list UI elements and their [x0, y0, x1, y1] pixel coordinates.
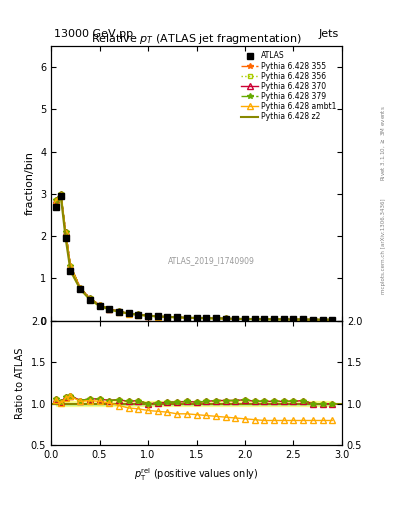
Text: mcplots.cern.ch [arXiv:1306.3436]: mcplots.cern.ch [arXiv:1306.3436] [381, 198, 386, 293]
Text: Rivet 3.1.10, $\geq$ 3M events: Rivet 3.1.10, $\geq$ 3M events [379, 105, 387, 181]
Y-axis label: Ratio to ATLAS: Ratio to ATLAS [15, 347, 25, 419]
Text: Jets: Jets [319, 29, 339, 39]
Y-axis label: fraction/bin: fraction/bin [24, 152, 35, 216]
Text: ATLAS_2019_I1740909: ATLAS_2019_I1740909 [167, 255, 255, 265]
Text: 13000 GeV pp: 13000 GeV pp [54, 29, 133, 39]
X-axis label: $p_{\mathrm{T}}^{\mathrm{rel}}$ (positive values only): $p_{\mathrm{T}}^{\mathrm{rel}}$ (positiv… [134, 466, 259, 483]
Title: Relative $p_{T}$ (ATLAS jet fragmentation): Relative $p_{T}$ (ATLAS jet fragmentatio… [91, 32, 302, 46]
Legend: ATLAS, Pythia 6.428 355, Pythia 6.428 356, Pythia 6.428 370, Pythia 6.428 379, P: ATLAS, Pythia 6.428 355, Pythia 6.428 35… [240, 50, 338, 123]
